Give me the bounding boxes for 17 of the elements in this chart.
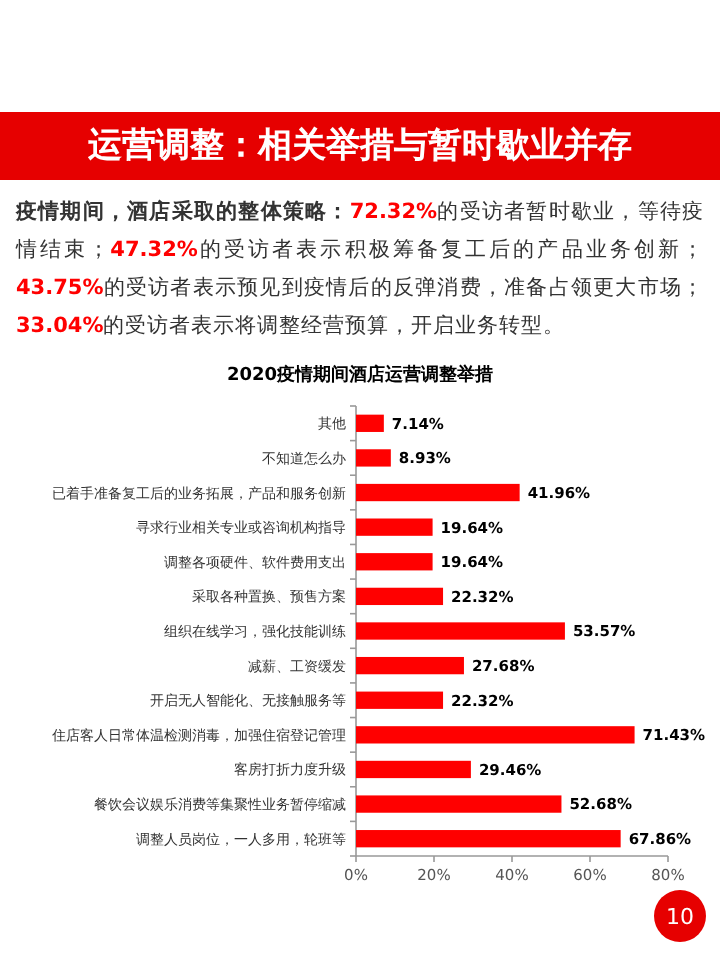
bar: [356, 622, 565, 640]
bar: [356, 656, 464, 675]
x-axis-title: 2020疫情期间酒店运营调整举措: [226, 364, 494, 386]
bar: [356, 760, 471, 779]
bar: [356, 587, 444, 606]
bar: [356, 414, 384, 432]
bar: [356, 449, 391, 467]
text: 疫情期间，酒店采取的整体策略：72.32%的受访者暂时歇业，等待疫情结束；47.32%的受访者表示积极筹备复工后的产品业务创新；43.75%的受访者表示预见到疫情后的反弹消费，准备占领更大市场；33.04%的受访者表示将调整经营预算，开启业务转型。: [16, 200, 705, 338]
bar: [356, 691, 444, 709]
bar: [356, 795, 562, 813]
bar: [356, 553, 433, 571]
bar: [356, 830, 621, 848]
chart-title: 运营调整：相关举措与暂时歇业并存: [0, 112, 720, 180]
bar: [356, 518, 433, 536]
text: 10: [666, 904, 694, 930]
bar: [356, 483, 520, 502]
bar: [356, 726, 635, 744]
